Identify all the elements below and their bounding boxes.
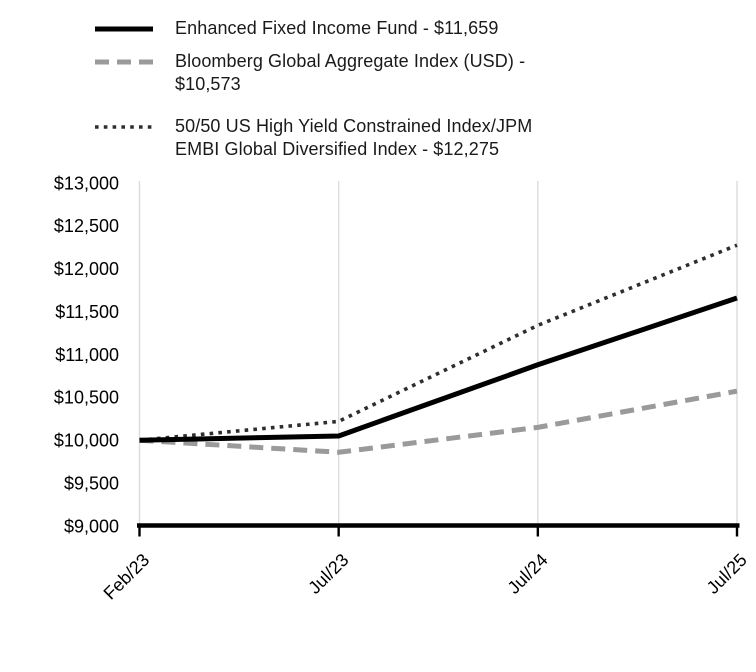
legend-item-fund: Enhanced Fixed Income Fund - $11,659 [95,17,655,41]
legend-label-bloomberg: Bloomberg Global Aggregate Index (USD) -… [175,50,525,97]
legend-label-line: $10,573 [175,74,241,94]
legend-label-line: Enhanced Fixed Income Fund - $11,659 [175,18,499,38]
y-axis-tick-label: $11,500 [55,302,119,322]
x-axis-tick-label: Jul/25 [703,550,751,598]
y-axis-tick-label: $12,000 [54,259,119,279]
y-axis-tick-label: $11,000 [55,345,119,365]
dotted-line-swatch-icon [95,124,153,129]
x-axis-tick-label: Jul/24 [504,550,552,598]
legend-label-line: EMBI Global Diversified Index - $12,275 [175,139,500,159]
y-axis-tick-label: $12,500 [54,216,119,236]
x-axis-tick-label: Jul/23 [304,550,352,598]
legend-item-blend: 50/50 US High Yield Constrained Index/JP… [95,115,655,162]
legend-label-line: 50/50 US High Yield Constrained Index/JP… [175,115,533,136]
legend-item-bloomberg: Bloomberg Global Aggregate Index (USD) -… [95,50,655,97]
series-line-bloomberg [139,388,738,455]
chart-legend: Enhanced Fixed Income Fund - $11,659 Blo… [95,17,655,171]
legend-label-fund: Enhanced Fixed Income Fund - $11,659 [175,17,498,41]
y-axis-tick-label: $13,000 [54,173,119,193]
y-axis-tick-label: $9,000 [64,516,119,536]
legend-label-line: Bloomberg Global Aggregate Index (USD) - [175,50,526,71]
series-line-blend [139,243,738,443]
y-axis-tick-label: $9,500 [64,473,119,493]
x-axis-tick-label: Feb/23 [100,550,154,604]
legend-label-blend: 50/50 US High Yield Constrained Index/JP… [175,115,532,162]
series-line-fund [139,295,738,443]
y-axis-tick-label: $10,000 [54,431,119,451]
solid-line-swatch-icon [95,26,153,32]
y-axis-tick-label: $10,500 [54,388,119,408]
dashed-line-swatch-icon [95,59,153,64]
